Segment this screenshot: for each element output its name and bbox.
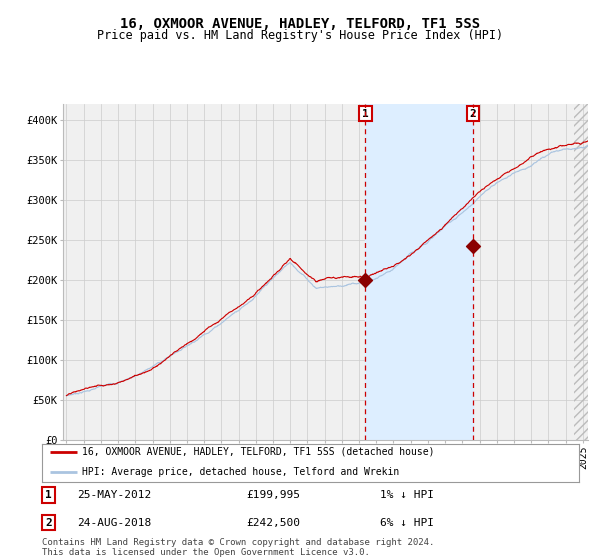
Text: 16, OXMOOR AVENUE, HADLEY, TELFORD, TF1 5SS: 16, OXMOOR AVENUE, HADLEY, TELFORD, TF1 … <box>120 17 480 31</box>
Bar <box>574 104 596 440</box>
Text: 1: 1 <box>45 490 52 500</box>
Text: 1% ↓ HPI: 1% ↓ HPI <box>380 490 434 500</box>
Point <box>361 275 370 284</box>
Text: 6% ↓ HPI: 6% ↓ HPI <box>380 517 434 528</box>
Text: Contains HM Land Registry data © Crown copyright and database right 2024.
This d: Contains HM Land Registry data © Crown c… <box>42 538 434 557</box>
Text: 24-AUG-2018: 24-AUG-2018 <box>77 517 151 528</box>
Text: 16, OXMOOR AVENUE, HADLEY, TELFORD, TF1 5SS (detached house): 16, OXMOOR AVENUE, HADLEY, TELFORD, TF1 … <box>82 447 435 457</box>
Text: £242,500: £242,500 <box>246 517 300 528</box>
Text: 2: 2 <box>45 517 52 528</box>
Text: Price paid vs. HM Land Registry's House Price Index (HPI): Price paid vs. HM Land Registry's House … <box>97 29 503 42</box>
Text: £199,995: £199,995 <box>246 490 300 500</box>
Text: 2: 2 <box>470 109 476 119</box>
Bar <box>574 104 600 440</box>
Point <box>468 241 478 250</box>
Text: HPI: Average price, detached house, Telford and Wrekin: HPI: Average price, detached house, Telf… <box>82 467 400 477</box>
Text: 1: 1 <box>362 109 369 119</box>
Text: 25-MAY-2012: 25-MAY-2012 <box>77 490 151 500</box>
Bar <box>365 104 473 440</box>
